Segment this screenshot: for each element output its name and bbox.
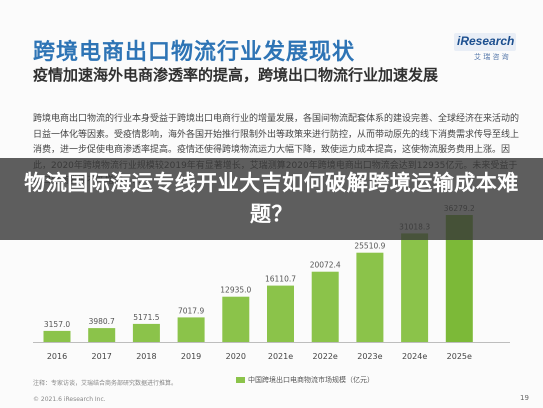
value-label-2022e: 20072.4 xyxy=(310,261,341,270)
x-tick-label-2021e: 2021e xyxy=(268,352,293,361)
slide-subtitle: 疫情加速海外电商渗透率的提高，跨境出口物流行业加速发展 xyxy=(33,66,439,84)
value-label-2023e: 25510.9 xyxy=(354,242,385,251)
legend-swatch xyxy=(236,377,245,383)
value-label-2016: 3157.0 xyxy=(44,320,70,329)
bar-2019 xyxy=(177,317,205,342)
iresearch-logo: iResearch 艾 瑞 咨 询 xyxy=(454,33,516,63)
logo-subtext: 艾 瑞 咨 询 xyxy=(474,53,509,61)
overlay-banner xyxy=(0,158,543,240)
x-tick-label-2022e: 2022e xyxy=(313,352,338,361)
banner-headline: 物流国际海运专线开业大吉如何破解跨境运输成本难题？ xyxy=(24,171,519,226)
slide-title: 跨境电商出口物流行业发展现状 xyxy=(33,40,356,65)
bar-2022e xyxy=(311,271,339,342)
logo-text: iResearch xyxy=(457,34,515,48)
x-tick-label-2019: 2019 xyxy=(181,352,201,361)
chart-legend: 中国跨境出口电商物流市场规模（亿元） xyxy=(236,375,374,385)
x-tick-label-2024e: 2024e xyxy=(402,352,427,361)
bar-2016 xyxy=(43,330,71,342)
value-label-2020: 12935.0 xyxy=(220,286,251,295)
bar-2023e xyxy=(356,252,384,342)
source-note: 注释：专家访谈，艾瑞结合商务部研究数据进行推算。 xyxy=(33,380,178,387)
bar-2018 xyxy=(132,323,160,342)
copyright-footer: © 2021.6 iResearch Inc. xyxy=(33,396,106,403)
bar-2020 xyxy=(222,296,250,342)
value-label-2021e: 16110.7 xyxy=(265,275,296,284)
value-label-2017: 3980.7 xyxy=(89,317,115,326)
value-label-2018: 5171.5 xyxy=(133,313,159,322)
bar-2017 xyxy=(88,328,116,342)
legend-label: 中国跨境出口电商物流市场规模（亿元） xyxy=(248,376,374,384)
x-tick-label-2018: 2018 xyxy=(136,352,156,361)
x-tick-label-2023e: 2023e xyxy=(357,352,382,361)
bar-2021e xyxy=(267,285,294,342)
page-number: 19 xyxy=(520,394,529,402)
logo-background xyxy=(454,33,516,51)
x-tick-label-2020: 2020 xyxy=(226,352,246,361)
x-tick-label-2025e: 2025e xyxy=(447,352,472,361)
value-label-2019: 7017.9 xyxy=(178,306,204,315)
x-tick-label-2016: 2016 xyxy=(47,352,67,361)
bar-2024e xyxy=(401,233,429,342)
x-tick-label-2017: 2017 xyxy=(92,352,112,361)
